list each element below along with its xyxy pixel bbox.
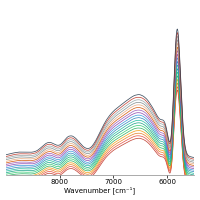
X-axis label: Wavenumber [cm⁻¹]: Wavenumber [cm⁻¹]	[64, 187, 136, 194]
